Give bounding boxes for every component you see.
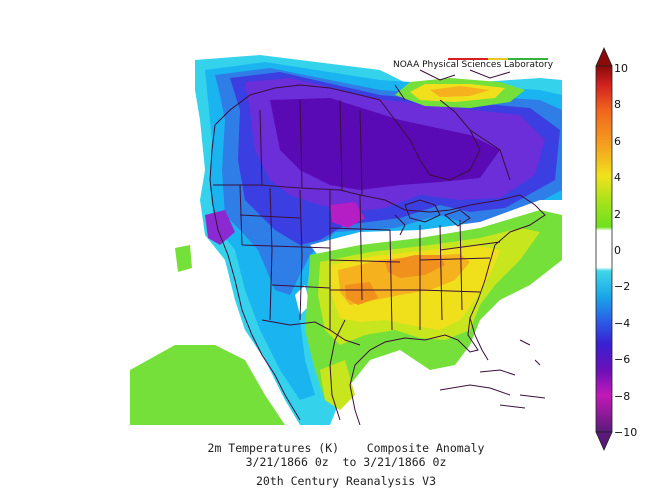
coastline-east: [349, 194, 546, 425]
state-lines-east: [419, 219, 501, 321]
cold-core-magenta-west: [205, 210, 235, 245]
canada-provinces: [259, 99, 511, 196]
colorbar-tick-label: 0: [614, 244, 621, 257]
greenland-warm-orange: [430, 86, 490, 97]
colorbar-tick-label: 6: [614, 134, 621, 148]
gulf-coast-mexico: [329, 319, 346, 421]
warm-orange-core: [385, 255, 445, 278]
colorbar-bottom-triangle: [595, 431, 613, 451]
pacific-green-small: [175, 245, 192, 272]
colorbar-top-triangle: [595, 47, 613, 67]
colorbar-tick-label: −2: [614, 280, 631, 294]
colorbar-tick-label: −10: [614, 426, 638, 439]
colorbar-tick-label: 10: [614, 62, 628, 75]
colorbar-tick-label: −8: [614, 389, 631, 403]
caption-dates: 3/21/1866 0z to 3/21/1866 0z: [245, 455, 447, 469]
cold-core-deep-purple: [270, 98, 500, 190]
warm-green-mexico: [320, 360, 355, 410]
coastline-alaska-canada: [214, 84, 381, 126]
florida: [469, 317, 489, 361]
map-outlines: [209, 69, 546, 425]
credit-logo-bar: [448, 58, 548, 60]
colorbar-tick-label: 2: [614, 207, 621, 221]
coastline-west: [209, 124, 301, 421]
state-lines-west: [239, 184, 331, 321]
state-lines-central: [329, 190, 421, 331]
caption-dataset: 20th Century Reanalysis V3: [255, 474, 436, 488]
warm-green-gulf: [420, 340, 455, 368]
colorbar-tick-label: 8: [614, 98, 621, 112]
caribbean-islands: [439, 339, 546, 409]
us-mexico-border: [261, 319, 361, 346]
anomaly-field: [130, 50, 562, 425]
hudson-bay: [379, 99, 481, 181]
colorbar-tick-label: −4: [614, 316, 631, 330]
colorbar-tick-label: −6: [614, 353, 631, 367]
caption-title: 2m Temperatures (K) Composite Anomaly: [207, 441, 485, 455]
zero-band-southwest: [295, 285, 310, 315]
cold-core-magenta-ontario: [330, 202, 365, 228]
colorbar: [595, 47, 613, 451]
colorbar-tick-label: 4: [614, 171, 621, 185]
credit-text: NOAA Physical Sciences Laboratory: [393, 60, 554, 70]
colorbar-body: [595, 65, 613, 433]
arctic-islands: [394, 69, 511, 101]
great-lakes: [394, 199, 471, 236]
pacific-green-region: [130, 345, 285, 425]
canada-us-border: [213, 184, 521, 213]
